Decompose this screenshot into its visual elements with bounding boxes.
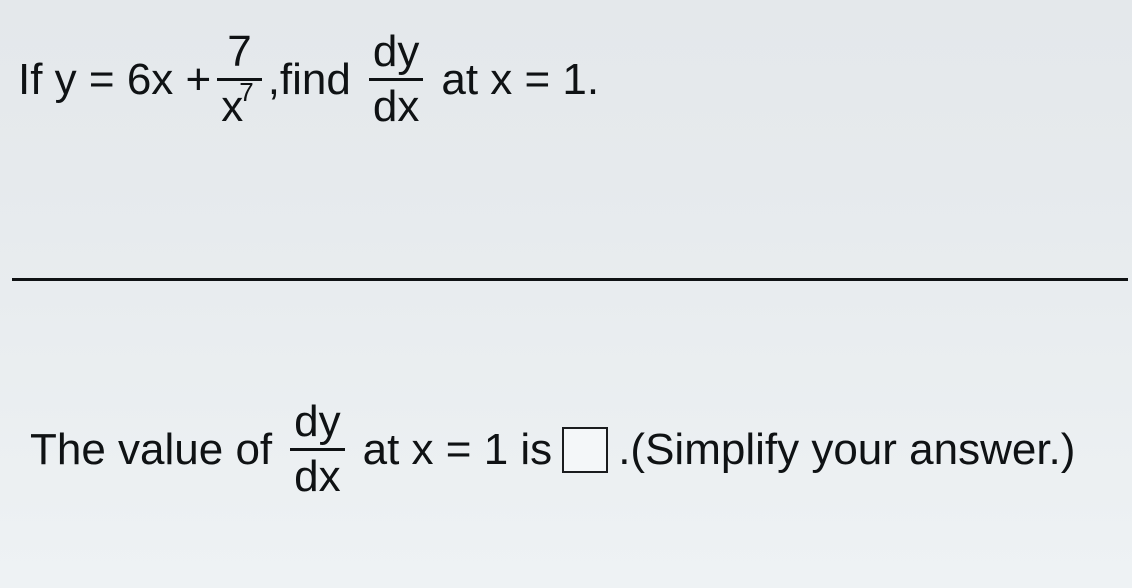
frac3-num: dy bbox=[290, 400, 344, 448]
fraction-dy-dx-1: dy dx bbox=[369, 30, 423, 129]
problem-statement: If y = 6x + 7 x7 , find dy dx at x = 1. bbox=[18, 30, 599, 129]
answer-line: The value of dy dx at x = 1 is . (Simpli… bbox=[30, 400, 1075, 499]
answer-lead: The value of bbox=[30, 428, 272, 472]
frac2-den: dx bbox=[369, 81, 423, 129]
horizontal-rule bbox=[12, 278, 1128, 281]
frac1-num: 7 bbox=[223, 30, 255, 78]
problem-comma: , bbox=[268, 58, 280, 102]
answer-period: . bbox=[618, 428, 630, 472]
fraction-7-over-x7: 7 x7 bbox=[217, 30, 261, 129]
answer-input-box[interactable] bbox=[562, 427, 608, 473]
problem-find: find bbox=[280, 58, 351, 102]
problem-tail: at x = 1. bbox=[441, 58, 599, 102]
frac2-num: dy bbox=[369, 30, 423, 78]
question-panel: If y = 6x + 7 x7 , find dy dx at x = 1. … bbox=[0, 0, 1132, 588]
fraction-dy-dx-2: dy dx bbox=[290, 400, 344, 499]
answer-hint: (Simplify your answer.) bbox=[630, 428, 1075, 472]
answer-mid: at x = 1 is bbox=[363, 428, 553, 472]
problem-lead: If y = 6x + bbox=[18, 58, 211, 102]
frac1-den: x7 bbox=[217, 81, 261, 129]
frac3-den: dx bbox=[290, 451, 344, 499]
frac1-den-exp: 7 bbox=[239, 77, 253, 107]
